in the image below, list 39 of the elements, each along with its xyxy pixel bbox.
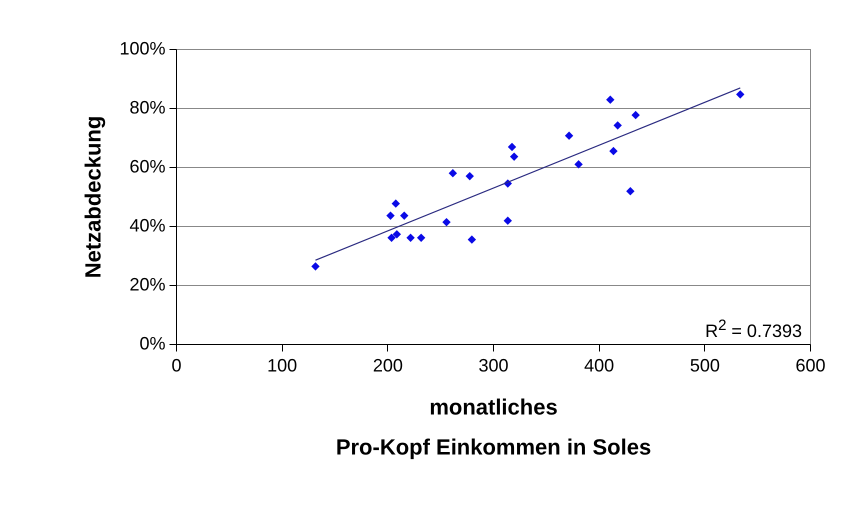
point	[508, 142, 516, 152]
point	[468, 235, 476, 244]
point	[406, 234, 415, 242]
y-tick-label: 60%	[129, 156, 166, 176]
point	[626, 187, 635, 196]
point	[574, 160, 583, 169]
point	[510, 152, 518, 161]
point	[386, 211, 395, 220]
point	[606, 96, 614, 104]
point	[387, 234, 396, 242]
point	[448, 169, 458, 178]
point	[564, 132, 574, 140]
point	[466, 172, 474, 180]
point	[311, 262, 320, 271]
x-tick-label: 400	[584, 356, 614, 376]
point	[504, 216, 512, 225]
point	[400, 211, 408, 220]
annotation: R$^{2}$ = 0.7393	[705, 316, 802, 341]
y-axis-title: Netzabdeckung	[80, 116, 106, 278]
x-tick-label: 0	[171, 356, 182, 376]
point	[392, 199, 400, 208]
y-tick-label: 0%	[139, 334, 166, 354]
point	[614, 121, 622, 130]
y-tick-label: 80%	[129, 98, 166, 118]
point	[416, 234, 426, 242]
point	[631, 110, 640, 120]
point	[442, 218, 451, 226]
x-tick-label: 100	[267, 356, 298, 376]
point	[736, 90, 744, 99]
y-tick-label: 40%	[129, 216, 166, 236]
point	[609, 146, 618, 156]
x-tick-label: 500	[690, 356, 720, 376]
point	[392, 230, 402, 238]
x-tick-label: 200	[372, 356, 403, 376]
y-tick-label: 20%	[129, 274, 166, 294]
x-axis-title: monatliches Pro-Kopf Einkommen in Soles	[336, 394, 652, 460]
x-tick-label: 600	[795, 356, 826, 376]
y-tick-label: 100%	[119, 38, 166, 58]
x-tick-label: 300	[478, 356, 509, 376]
